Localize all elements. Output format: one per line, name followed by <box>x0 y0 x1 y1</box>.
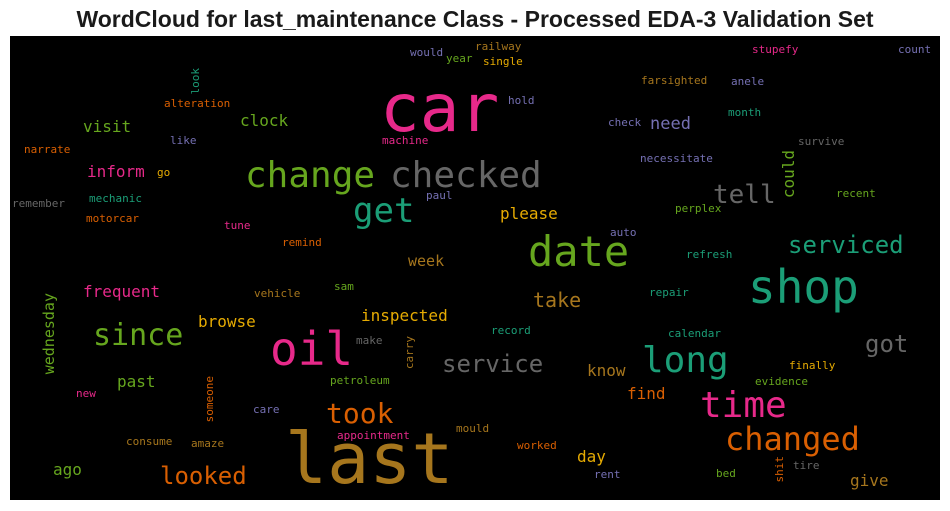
word-day: day <box>577 447 606 466</box>
word-could: could <box>779 150 798 199</box>
word-count: count <box>898 43 932 56</box>
word-give: give <box>850 471 889 490</box>
word-remember: remember <box>12 197 65 210</box>
word-farsighted: farsighted <box>641 74 708 87</box>
word-make: make <box>356 334 383 347</box>
word-finally: finally <box>789 359 836 372</box>
word-necessitate: necessitate <box>640 152 713 165</box>
word-worked: worked <box>517 439 557 452</box>
word-find: find <box>627 384 666 403</box>
word-shop: shop <box>748 260 859 314</box>
word-changed: changed <box>725 420 860 458</box>
word-week: week <box>408 252 445 270</box>
word-get: get <box>353 191 415 231</box>
word-tune: tune <box>224 219 251 232</box>
word-month: month <box>728 106 762 119</box>
word-someone: someone <box>203 376 216 423</box>
word-would: would <box>410 46 444 59</box>
word-consume: consume <box>126 435 173 448</box>
word-like: like <box>170 134 197 147</box>
word-vehicle: vehicle <box>254 287 301 300</box>
word-alteration: alteration <box>164 97 231 110</box>
word-long: long <box>642 340 729 381</box>
word-ago: ago <box>53 460 82 479</box>
chart-title: WordCloud for last_maintenance Class - P… <box>76 6 874 32</box>
word-calendar: calendar <box>668 327 721 340</box>
word-record: record <box>491 324 531 337</box>
word-appointment: appointment <box>337 429 410 442</box>
word-check: check <box>608 116 642 129</box>
word-took: took <box>326 397 394 430</box>
word-car: car <box>380 70 500 147</box>
word-shit: shit <box>773 456 786 483</box>
word-amaze: amaze <box>191 437 225 450</box>
word-tire: tire <box>793 459 820 472</box>
word-auto: auto <box>610 226 637 239</box>
word-serviced: serviced <box>788 231 904 259</box>
word-machine: machine <box>382 134 429 147</box>
word-oil: oil <box>270 322 354 376</box>
word-need: need <box>650 114 691 134</box>
word-browse: browse <box>198 312 256 331</box>
word-stupefy: stupefy <box>752 43 799 56</box>
word-past: past <box>117 372 156 391</box>
word-petroleum: petroleum <box>330 374 390 387</box>
word-change: change <box>245 155 376 196</box>
word-got: got <box>865 330 909 358</box>
word-care: care <box>253 403 280 416</box>
word-year: year <box>446 52 473 65</box>
word-checked: checked <box>390 155 542 196</box>
word-narrate: narrate <box>24 143 71 156</box>
word-recent: recent <box>836 187 876 200</box>
word-mechanic: mechanic <box>89 192 142 205</box>
word-last: last <box>285 418 454 500</box>
word-evidence: evidence <box>755 375 808 388</box>
word-remind: remind <box>282 236 322 249</box>
word-bed: bed <box>716 467 736 480</box>
word-date: date <box>528 227 630 276</box>
word-paul: paul <box>426 189 453 202</box>
word-clock: clock <box>240 111 289 130</box>
word-refresh: refresh <box>686 248 733 261</box>
word-tell: tell <box>713 180 776 210</box>
word-take: take <box>533 288 582 312</box>
word-inform: inform <box>87 162 145 181</box>
word-mould: mould <box>456 422 490 435</box>
word-go: go <box>157 166 171 179</box>
word-wednesday: wednesday <box>40 293 58 375</box>
word-visit: visit <box>83 117 132 136</box>
word-look: look <box>189 68 202 95</box>
word-frequent: frequent <box>83 282 161 301</box>
wordcloud-canvas: car last shop date oil change checked time chang… <box>10 36 940 500</box>
word-motorcar: motorcar <box>86 212 139 225</box>
word-repair: repair <box>649 286 689 299</box>
word-new: new <box>76 387 96 400</box>
word-railway: railway <box>475 40 522 53</box>
word-sam: sam <box>334 280 354 293</box>
word-single: single <box>483 55 523 68</box>
word-service: service <box>442 350 544 378</box>
word-time: time <box>700 385 787 426</box>
word-please: please <box>500 204 558 223</box>
word-rent: rent <box>594 468 621 481</box>
word-since: since <box>93 318 184 353</box>
word-perplex: perplex <box>675 202 722 215</box>
word-survive: survive <box>798 135 845 148</box>
word-hold: hold <box>508 94 535 107</box>
word-carry: carry <box>403 336 416 370</box>
word-anele: anele <box>731 75 765 88</box>
word-looked: looked <box>160 462 247 490</box>
word-know: know <box>587 361 626 380</box>
word-inspected: inspected <box>361 306 448 325</box>
